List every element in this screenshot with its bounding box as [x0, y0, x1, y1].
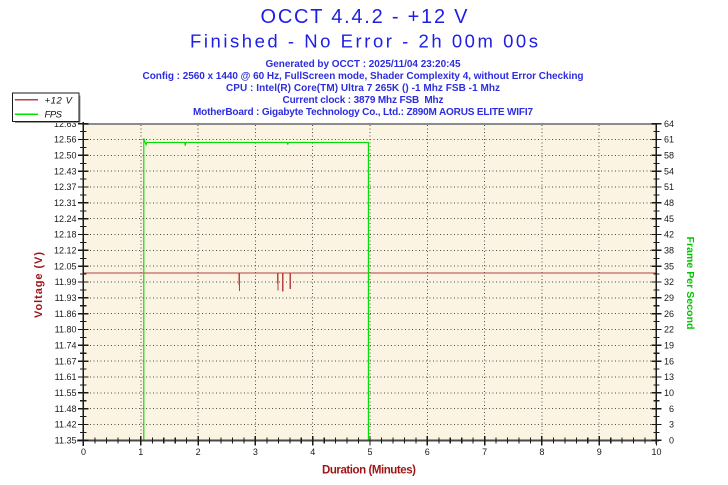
- svg-text:12.50: 12.50: [54, 151, 77, 161]
- svg-text:Config : 2560 x 1440 @ 60 Hz,: Config : 2560 x 1440 @ 60 Hz, FullScreen…: [143, 71, 584, 82]
- svg-text:Frame Per Second: Frame Per Second: [684, 237, 696, 330]
- svg-text:12.18: 12.18: [54, 230, 77, 240]
- svg-text:12.37: 12.37: [54, 182, 77, 192]
- svg-text:42: 42: [664, 230, 674, 240]
- svg-text:7: 7: [482, 447, 487, 457]
- svg-text:12.05: 12.05: [54, 261, 77, 271]
- svg-text:26: 26: [664, 309, 674, 319]
- svg-text:3: 3: [669, 420, 674, 430]
- svg-text:29: 29: [664, 293, 674, 303]
- svg-text:12.31: 12.31: [54, 198, 77, 208]
- svg-text:1: 1: [138, 447, 143, 457]
- svg-text:2: 2: [196, 447, 201, 457]
- svg-text:48: 48: [664, 198, 674, 208]
- svg-text:32: 32: [664, 277, 674, 287]
- svg-text:51: 51: [664, 182, 674, 192]
- svg-text:38: 38: [664, 246, 674, 256]
- svg-text:61: 61: [664, 135, 674, 145]
- svg-text:35: 35: [664, 261, 674, 271]
- svg-text:Generated by OCCT : 2025/11/04: Generated by OCCT : 2025/11/04 23:20:45: [266, 59, 461, 70]
- svg-text:11.74: 11.74: [55, 341, 77, 351]
- svg-text:11.61: 11.61: [55, 372, 77, 382]
- svg-text:9: 9: [597, 447, 602, 457]
- svg-text:54: 54: [664, 166, 674, 176]
- svg-text:4: 4: [310, 447, 315, 457]
- svg-text:Current clock : 3879 Mhz FSB: Current clock : 3879 Mhz FSB Mhz: [283, 95, 444, 106]
- svg-text:11.42: 11.42: [55, 420, 77, 430]
- svg-text:6: 6: [669, 404, 674, 414]
- svg-text:Voltage (V): Voltage (V): [33, 252, 45, 318]
- svg-text:13: 13: [664, 372, 674, 382]
- svg-text:0: 0: [81, 447, 86, 457]
- svg-text:MotherBoard : Gigabyte Technol: MotherBoard : Gigabyte Technology Co., L…: [193, 107, 533, 118]
- svg-text:45: 45: [664, 214, 674, 224]
- svg-text:11.55: 11.55: [55, 388, 77, 398]
- svg-text:22: 22: [664, 325, 674, 335]
- svg-text:12.12: 12.12: [54, 246, 77, 256]
- svg-text:FPS: FPS: [45, 110, 63, 121]
- svg-text:11.35: 11.35: [55, 436, 77, 446]
- svg-text:64: 64: [664, 119, 674, 129]
- svg-text:OCCT 4.4.2 - +12 V: OCCT 4.4.2 - +12 V: [261, 6, 469, 28]
- svg-text:11.93: 11.93: [55, 293, 77, 303]
- svg-text:11.86: 11.86: [55, 309, 77, 319]
- svg-text:58: 58: [664, 151, 674, 161]
- svg-text:11.48: 11.48: [55, 404, 77, 414]
- svg-text:8: 8: [539, 447, 544, 457]
- svg-text:12.24: 12.24: [54, 214, 77, 224]
- svg-text:19: 19: [664, 341, 674, 351]
- svg-text:CPU : Intel(R) Core(TM) Ultra: CPU : Intel(R) Core(TM) Ultra 7 265K () …: [226, 83, 500, 94]
- svg-text:3: 3: [253, 447, 258, 457]
- svg-text:10: 10: [651, 447, 661, 457]
- svg-text:+12 V: +12 V: [45, 95, 74, 106]
- svg-text:11.80: 11.80: [55, 325, 77, 335]
- svg-text:11.67: 11.67: [55, 356, 77, 366]
- svg-text:0: 0: [669, 436, 674, 446]
- svg-text:12.43: 12.43: [54, 166, 77, 176]
- svg-text:12.63: 12.63: [54, 119, 77, 129]
- svg-text:11.99: 11.99: [55, 277, 77, 287]
- svg-text:5: 5: [367, 447, 372, 457]
- svg-text:16: 16: [664, 356, 674, 366]
- svg-text:10: 10: [664, 388, 674, 398]
- svg-text:6: 6: [425, 447, 430, 457]
- svg-text:12.56: 12.56: [54, 135, 77, 145]
- svg-text:Duration (Minutes): Duration (Minutes): [322, 465, 416, 477]
- svg-text:Finished - No Error - 2h 00m 0: Finished - No Error - 2h 00m 00s: [190, 31, 538, 52]
